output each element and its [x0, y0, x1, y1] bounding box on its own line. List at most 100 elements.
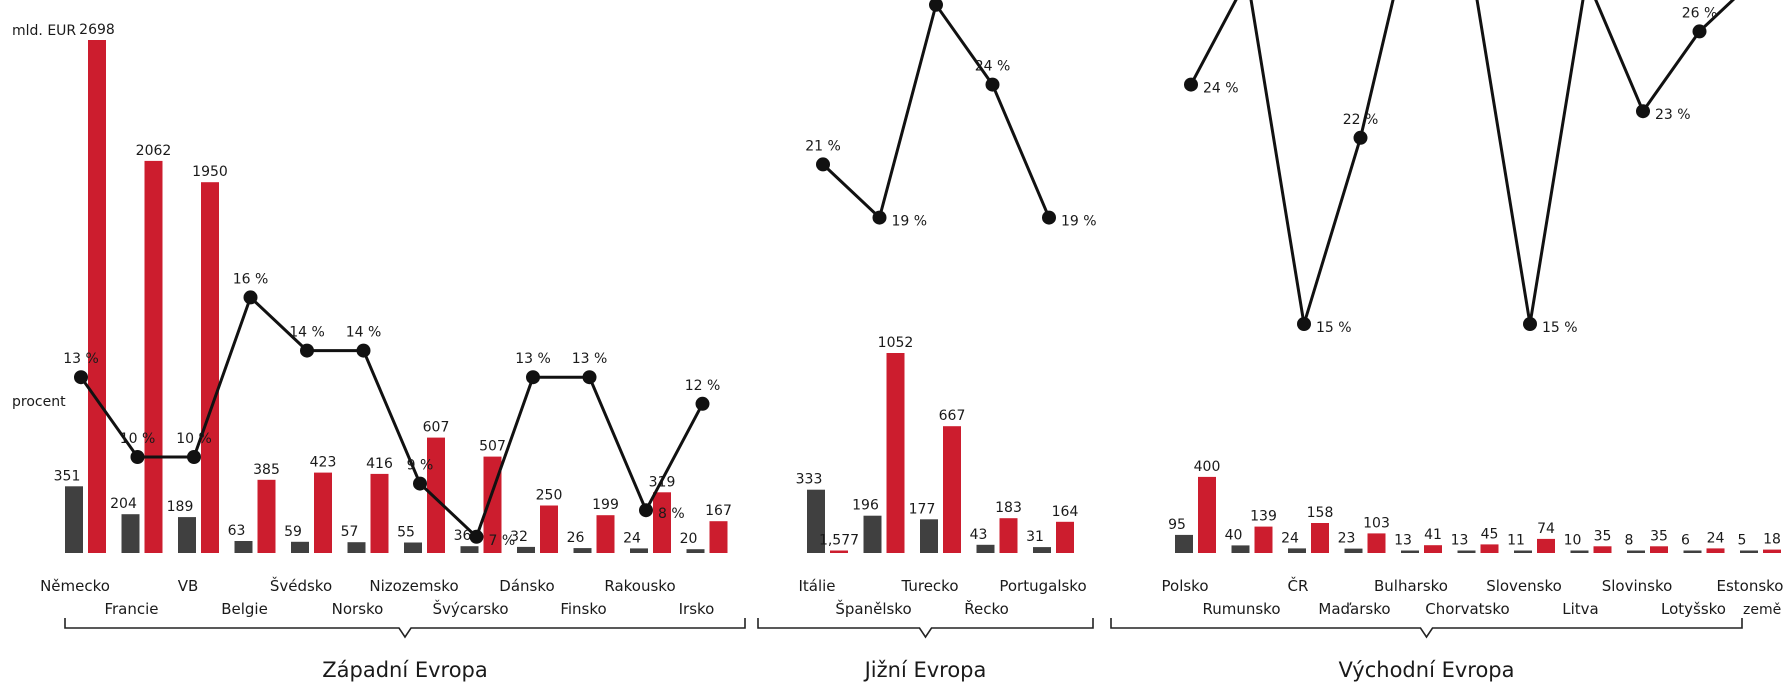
bar-a: [686, 549, 705, 553]
percent-point: [356, 343, 371, 358]
country-label: Itálie: [798, 577, 835, 595]
bar-b-value: 24: [1707, 530, 1725, 546]
region-label: Jižní Evropa: [863, 658, 987, 682]
bar-b: [943, 426, 961, 553]
country-label: Polsko: [1162, 577, 1209, 595]
bar-a: [920, 519, 938, 553]
bar-a-value: 24: [1281, 530, 1299, 546]
percent-point: [413, 476, 427, 491]
bar-a-value: 57: [341, 524, 359, 540]
bar-a: [976, 544, 995, 553]
bar-a-value: 24: [623, 530, 641, 546]
percent-point: [1297, 317, 1311, 331]
bar-b-value: 416: [366, 456, 393, 472]
bar-a-value: 31: [1026, 529, 1044, 545]
bar-b: [653, 492, 671, 553]
percent-point: [582, 370, 597, 385]
bar-b-value: 507: [479, 439, 506, 455]
percent-point: [1636, 104, 1650, 119]
bar-b-value: 103: [1363, 515, 1390, 531]
percent-point: [526, 370, 540, 385]
bar-a-value: 8: [1625, 533, 1634, 549]
bar-b: [314, 472, 332, 553]
bar-b-value: 385: [253, 462, 280, 478]
percent-label: 19 %: [892, 214, 928, 230]
bar-a: [1570, 550, 1589, 553]
percent-point: [816, 157, 830, 172]
bar-a-value: 189: [167, 499, 194, 515]
bar-b: [1367, 533, 1386, 553]
bar-a: [1288, 548, 1306, 553]
country-label: Slovinsko: [1602, 577, 1673, 595]
bar-a-value: 40: [1225, 527, 1243, 543]
country-label: VB: [178, 577, 199, 595]
percent-label: 22 %: [1343, 112, 1379, 128]
bar-a: [630, 548, 648, 553]
percent-label: 19 %: [1061, 214, 1097, 230]
percent-label: 10 %: [176, 431, 212, 447]
bar-a: [517, 546, 535, 553]
percent-label: 10 %: [120, 431, 156, 447]
bar-a-value: 59: [284, 524, 302, 540]
percent-point: [130, 450, 145, 464]
bar-b: [830, 550, 848, 553]
bar-a-value: 11: [1507, 533, 1525, 549]
bar-b: [144, 160, 163, 553]
bar-b-value: 1052: [878, 335, 914, 351]
x-axis-label: země: [1743, 602, 1781, 618]
bar-b-value: 1,577: [819, 533, 859, 549]
bar-b-value: 183: [995, 500, 1022, 516]
region-brace: [757, 618, 1094, 639]
percent-label: 8 %: [658, 506, 685, 522]
percent-point: [187, 450, 201, 464]
bar-b: [596, 515, 615, 553]
bar-a: [1457, 550, 1476, 553]
region-brace: [64, 618, 746, 639]
bar-a: [1033, 547, 1051, 553]
bar-a-value: 63: [228, 523, 246, 539]
country-label: Švédsko: [270, 576, 332, 595]
country-label: Dánsko: [499, 577, 554, 595]
bar-b: [257, 479, 276, 553]
bar-a-value: 13: [1451, 533, 1469, 549]
country-label: Německo: [40, 577, 110, 595]
percent-label: 7 %: [489, 533, 516, 549]
bar-b: [1311, 523, 1329, 553]
percent-point: [469, 529, 484, 544]
percent-label: 16 %: [233, 271, 269, 287]
bar-b: [1480, 544, 1499, 553]
bar-b-value: 667: [939, 408, 966, 424]
bar-a: [1740, 550, 1758, 553]
bar-a: [863, 515, 882, 553]
bar-a-value: 333: [796, 472, 823, 488]
percent-point: [695, 396, 710, 411]
percent-point: [985, 77, 1000, 92]
bar-b: [1198, 476, 1216, 553]
bar-b-value: 199: [592, 497, 619, 513]
percent-point: [872, 210, 887, 225]
percent-line: [79, 294, 704, 540]
percent-point: [74, 370, 88, 385]
bar-a-value: 10: [1564, 533, 1582, 549]
bar-b: [1254, 526, 1273, 553]
bar-a-value: 23: [1338, 531, 1356, 547]
bar-b: [1537, 538, 1555, 553]
percent-label: 14 %: [289, 325, 325, 341]
bar-b: [1706, 548, 1725, 553]
bar-a: [807, 489, 825, 553]
bar-b-value: 250: [536, 488, 563, 504]
bar-b: [427, 437, 445, 553]
percent-label: 14 %: [346, 325, 382, 341]
country-label: Portugalsko: [999, 577, 1086, 595]
bar-a-value: 13: [1394, 533, 1412, 549]
bar-b: [709, 521, 728, 553]
region-label: Západní Evropa: [322, 658, 488, 682]
percent-label: 23 %: [1655, 107, 1691, 123]
bar-b: [370, 473, 389, 553]
percent-point: [1692, 24, 1707, 39]
bar-a: [1627, 550, 1645, 553]
country-label: Chorvatsko: [1425, 600, 1509, 618]
percent-label: 24 %: [975, 59, 1011, 75]
percent-point: [1184, 77, 1198, 92]
